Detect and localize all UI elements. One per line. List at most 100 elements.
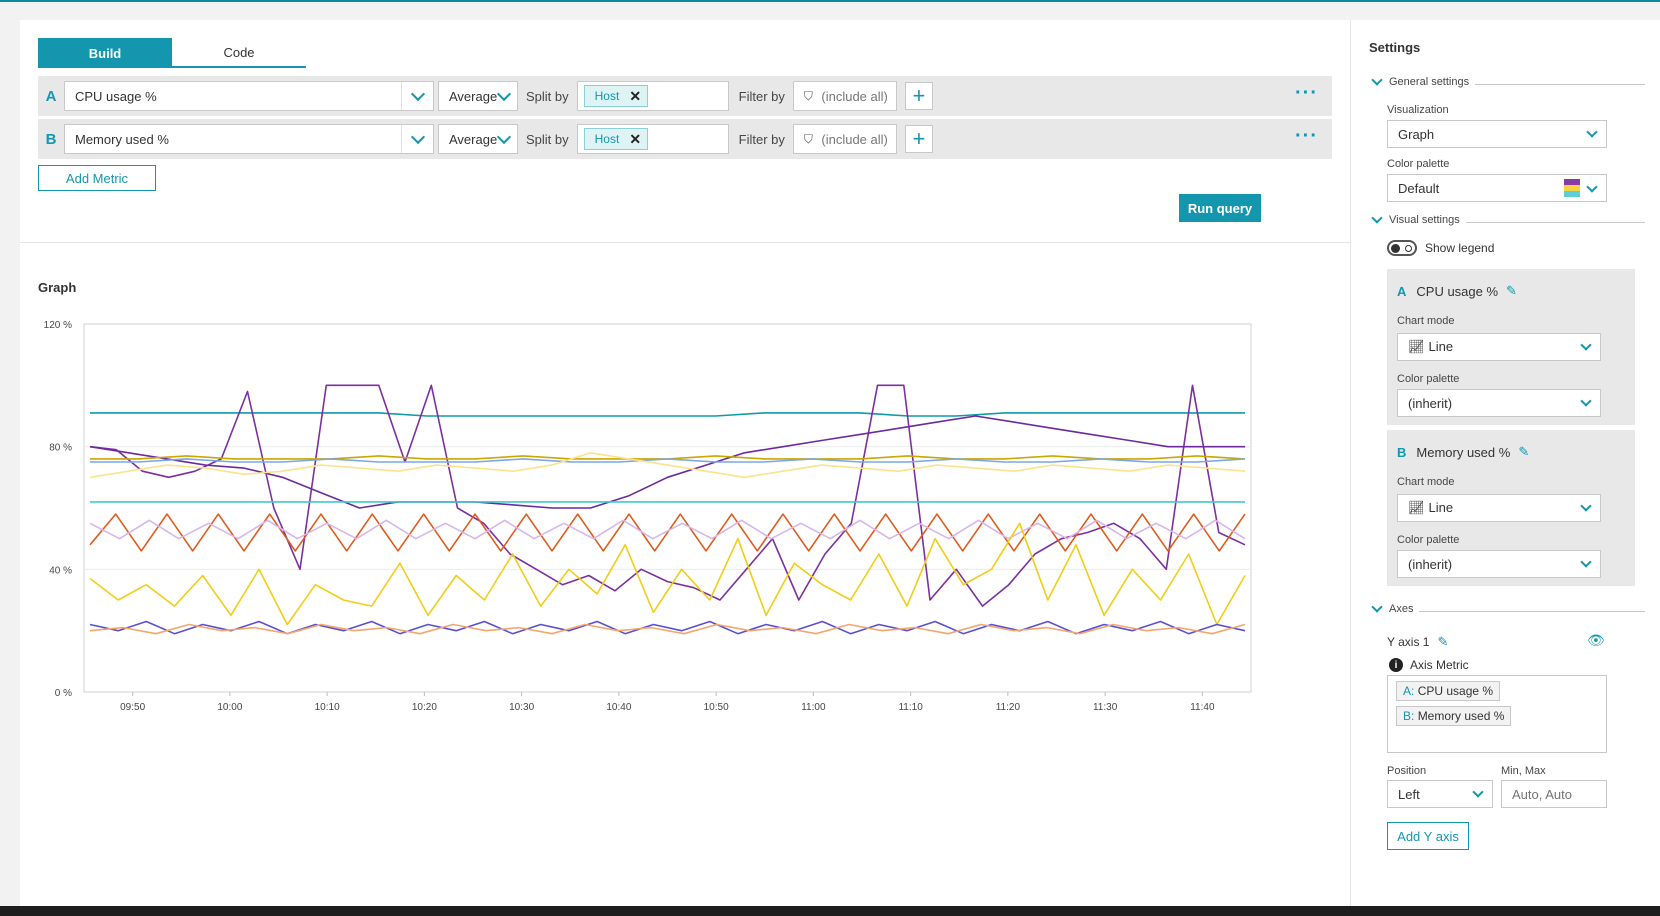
chevron-down-icon <box>496 86 512 101</box>
y-tick-label: 0 % <box>55 688 72 699</box>
run-query-button[interactable]: Run query <box>1179 194 1261 222</box>
chart-mode-label: Chart mode <box>1397 315 1455 327</box>
aggregation-select[interactable]: Average <box>438 81 518 111</box>
axis-metric-tag[interactable]: A: CPU usage % <box>1396 681 1501 701</box>
split-by-field[interactable]: Host ✕ <box>576 81 729 111</box>
show-legend-label: Show legend <box>1425 241 1495 255</box>
close-icon[interactable]: ✕ <box>629 87 642 104</box>
line-chart-icon: 📈︎ <box>1408 500 1425 515</box>
x-tick-label: 10:30 <box>509 702 534 713</box>
split-chip[interactable]: Host ✕ <box>583 128 649 150</box>
y-axis-title: Y axis 1 ✎ <box>1387 634 1448 650</box>
split-chip-label: Host <box>594 132 620 146</box>
aggregation-value: Average <box>449 88 498 104</box>
show-legend-toggle[interactable] <box>1387 240 1417 256</box>
chevron-down-icon <box>1580 556 1592 568</box>
filter-value: (include all) <box>821 88 888 104</box>
query-letter: B <box>45 130 57 148</box>
axis-metric-tag[interactable]: B: Memory used % <box>1396 706 1512 726</box>
add-filter-button[interactable]: + <box>904 82 933 110</box>
x-tick-label: 11:20 <box>996 702 1021 713</box>
minmax-label: Min, Max <box>1501 765 1546 777</box>
graph-title: Graph <box>38 280 77 295</box>
color-palette-label: Color palette <box>1397 534 1460 546</box>
aggregation-select[interactable]: Average <box>438 124 518 154</box>
metric-select[interactable]: CPU usage % <box>64 81 434 111</box>
pencil-icon[interactable]: ✎ <box>1437 634 1449 649</box>
metric-select-value: Memory used % <box>75 131 169 147</box>
chevron-down-icon <box>1580 395 1592 407</box>
series-line-8 <box>89 513 1246 552</box>
filter-icon: ⛉ <box>803 88 813 103</box>
y-tick-label: 40 % <box>49 565 72 576</box>
series-line-10 <box>89 522 1246 626</box>
tab-code[interactable]: Code <box>172 38 306 68</box>
x-tick-label: 10:00 <box>217 702 242 713</box>
metric-palette-select[interactable]: (inherit) <box>1397 389 1601 417</box>
y-axis-label: Y axis 1 <box>1387 635 1430 649</box>
chevron-down-icon <box>1586 181 1598 194</box>
series-line-3 <box>89 415 1245 509</box>
eye-icon[interactable]: 👁︎ <box>1587 632 1605 648</box>
color-palette-select[interactable]: Default <box>1387 174 1607 202</box>
info-icon: i <box>1389 658 1403 672</box>
top-accent-line <box>0 0 1660 2</box>
filter-by-field[interactable]: ⛉ (include all) <box>792 81 897 111</box>
pencil-icon[interactable]: ✎ <box>1506 283 1517 298</box>
filter-value: (include all) <box>821 131 888 147</box>
chart-mode-label: Chart mode <box>1397 476 1455 488</box>
split-chip[interactable]: Host ✕ <box>583 85 649 107</box>
query-letter: A <box>45 87 57 105</box>
split-by-label: Split by <box>526 88 569 104</box>
more-options-icon[interactable]: ··· <box>1295 125 1318 147</box>
filter-by-field[interactable]: ⛉ (include all) <box>792 124 897 154</box>
chart-mode-select[interactable]: 📈︎ Line <box>1397 494 1601 522</box>
palette-swatch-icon <box>1564 179 1580 197</box>
chart-mode-select[interactable]: 📈︎ Line <box>1397 333 1601 361</box>
query-row-a: A CPU usage % Average Split by Host ✕ Fi… <box>38 76 1332 116</box>
metric-letter: A <box>1397 283 1407 299</box>
x-tick-label: 11:30 <box>1093 702 1118 713</box>
metric-palette-select[interactable]: (inherit) <box>1397 550 1601 578</box>
more-options-icon[interactable]: ··· <box>1295 82 1318 104</box>
axes-header[interactable]: Axes <box>1369 601 1645 615</box>
color-palette-label: Color palette <box>1387 158 1450 170</box>
x-tick-label: 11:40 <box>1190 702 1215 713</box>
minmax-input[interactable] <box>1501 780 1607 808</box>
metric-select-value: CPU usage % <box>75 88 157 104</box>
color-palette-value: Default <box>1398 180 1440 196</box>
general-settings-header[interactable]: General settings <box>1369 74 1645 88</box>
series-line-6 <box>89 452 1246 479</box>
add-y-axis-button[interactable]: Add Y axis <box>1387 822 1469 850</box>
position-select[interactable]: Left <box>1387 780 1493 808</box>
y-tick-label: 120 % <box>44 320 72 331</box>
pencil-icon[interactable]: ✎ <box>1518 444 1530 459</box>
x-tick-label: 11:10 <box>898 702 923 713</box>
mode-tabs: Build Code <box>38 38 306 68</box>
series-line-11 <box>89 620 1246 635</box>
chevron-down-icon <box>1580 500 1592 512</box>
axis-metric-box[interactable]: A: CPU usage % B: Memory used % <box>1387 675 1607 753</box>
chevron-down-icon <box>401 82 433 110</box>
metric-name: CPU usage % <box>1416 283 1499 299</box>
metric-select[interactable]: Memory used % <box>64 124 434 154</box>
visualization-select[interactable]: Graph <box>1387 120 1607 148</box>
general-settings-label: General settings <box>1389 76 1470 88</box>
x-tick-label: 10:40 <box>606 702 631 713</box>
tab-build[interactable]: Build <box>38 38 172 68</box>
chevron-down-icon <box>401 125 433 153</box>
chevron-down-icon <box>1472 786 1484 798</box>
add-filter-button[interactable]: + <box>904 125 933 153</box>
close-icon[interactable]: ✕ <box>629 130 642 147</box>
split-by-label: Split by <box>526 131 569 147</box>
split-by-field[interactable]: Host ✕ <box>576 124 729 154</box>
add-metric-button[interactable]: Add Metric <box>38 165 156 191</box>
series-line-1 <box>90 412 1245 417</box>
settings-title: Settings <box>1369 40 1421 55</box>
series-line-2 <box>89 384 1246 607</box>
visual-settings-header[interactable]: Visual settings <box>1369 212 1645 226</box>
x-tick-label: 11:00 <box>801 702 826 713</box>
color-palette-label: Color palette <box>1397 373 1460 385</box>
plot-area <box>83 323 1252 693</box>
filter-by-label: Filter by <box>738 88 785 104</box>
